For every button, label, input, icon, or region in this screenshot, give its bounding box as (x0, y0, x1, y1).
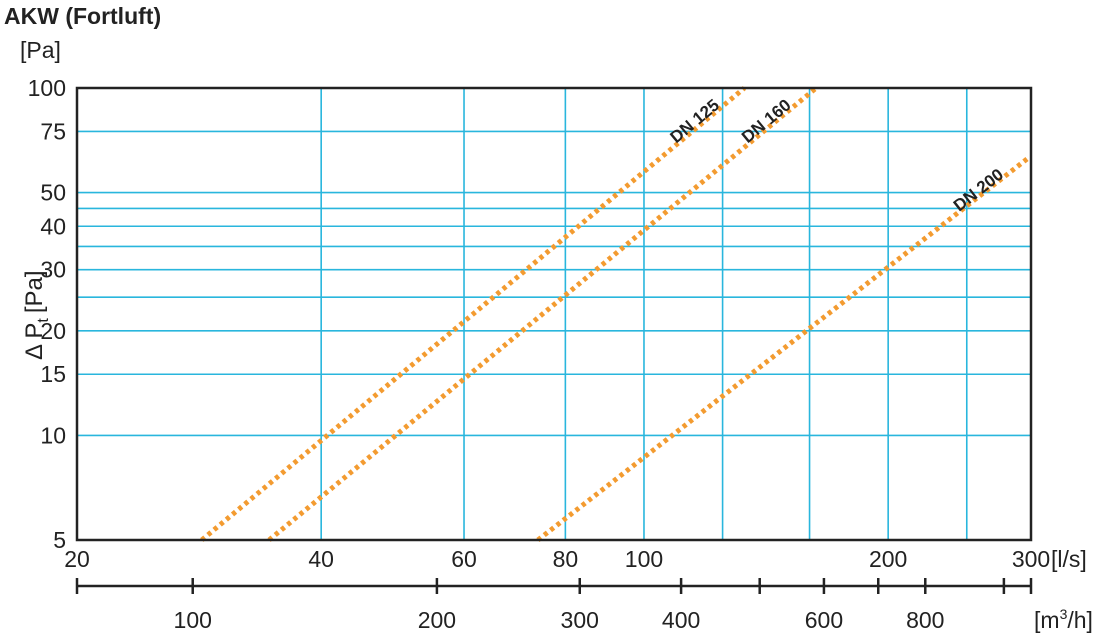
y-axis-label: Δ Pt [Pa] (21, 270, 52, 360)
y-tick-label: 75 (40, 118, 66, 144)
y-tick-label: 15 (40, 361, 66, 387)
x2-unit-main: [m (1034, 607, 1060, 633)
x2-tick-label: 100 (174, 607, 212, 633)
x-tick-label: 80 (553, 546, 579, 572)
x-tick-label: 300 (1012, 546, 1050, 572)
y-tick-label: 40 (40, 213, 66, 239)
y-tick-label: 5 (53, 527, 66, 553)
y-tick-labels: 5 10 15 20 30 40 50 75 100 (28, 75, 66, 553)
y-tick-label: 20 (40, 318, 66, 344)
x-unit-label: [l/s] (1051, 546, 1087, 572)
x-tick-labels: 20 40 60 80 100 200 300 (64, 546, 1050, 572)
grid (77, 88, 1031, 540)
x2-tick-label: 400 (662, 607, 700, 633)
x-tick-label: 20 (64, 546, 90, 572)
y-axis-label-main: Δ P (21, 323, 48, 360)
x2-tick-label: 800 (906, 607, 944, 633)
series-label: DN 125 (667, 95, 723, 146)
series-line (267, 86, 818, 542)
x2-tick-label: 600 (805, 607, 843, 633)
x2-tick-label: 300 (561, 607, 599, 633)
x-tick-label: 100 (625, 546, 663, 572)
plot-frame (75, 86, 1033, 542)
x2-unit-tail: /h] (1067, 607, 1093, 633)
y-tick-label: 100 (28, 75, 66, 101)
y-tick-label: 30 (40, 257, 66, 283)
series-line (536, 155, 1031, 542)
y-axis-label-unit: [Pa] (21, 270, 48, 313)
y-axis-label-subscript: t (35, 318, 52, 323)
x-tick-label: 60 (451, 546, 477, 572)
y-unit-label: [Pa] (20, 37, 61, 63)
series-label: DN 160 (738, 95, 795, 146)
y-tick-label: 10 (40, 422, 66, 448)
x2-unit-sup: 3 (1060, 606, 1068, 622)
chart-title: AKW (Fortluft) (4, 3, 161, 29)
x-tick-label: 200 (869, 546, 907, 572)
series-line (200, 86, 747, 542)
x2-unit-label: [m3/h] (1034, 606, 1093, 633)
x-tick-label: 40 (308, 546, 334, 572)
y-tick-label: 50 (40, 180, 66, 206)
secondary-x-axis: 100 200 300 400 600 800 (75, 578, 1033, 633)
x2-tick-label: 200 (418, 607, 456, 633)
